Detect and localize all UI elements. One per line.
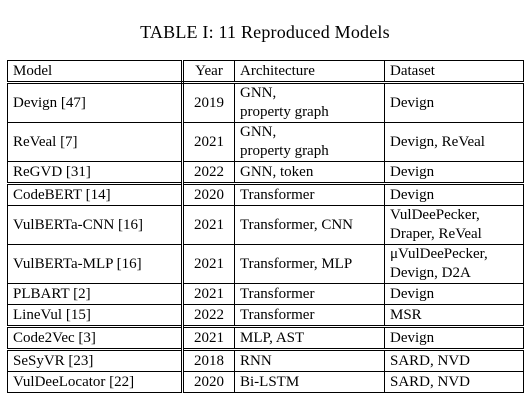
dataset-cell: Devign, ReVeal	[384, 122, 524, 162]
dataset-cell: μVulDeePecker, Devign, D2A	[384, 244, 524, 284]
dataset-cell: Devign	[384, 283, 524, 305]
model-cell: ReVeal [7]	[7, 122, 184, 162]
model-cell: CodeBERT [14]	[7, 182, 184, 206]
dataset-cell: MSR	[384, 304, 524, 327]
table-caption: TABLE I: 11 Reproduced Models	[140, 22, 390, 42]
table-row: Code2Vec [3] 2021 MLP, AST Devign	[7, 325, 524, 350]
model-cell: PLBART [2]	[7, 283, 184, 305]
table-row: VulBERTa-MLP [16] 2021 Transformer, MLP …	[7, 244, 524, 284]
header-model: Model	[7, 60, 184, 84]
table-row: PLBART [2] 2021 Transformer Devign	[7, 283, 524, 305]
architecture-line: property graph	[240, 143, 329, 159]
architecture-cell: Transformer, CNN	[234, 205, 385, 245]
year-cell: 2022	[182, 304, 235, 327]
architecture-cell: Transformer	[234, 304, 385, 327]
dataset-cell: SARD, NVD	[384, 348, 524, 372]
dataset-cell: Devign	[384, 182, 524, 206]
year-cell: 2021	[182, 205, 235, 245]
models-table: Model Year Architecture Dataset Devign […	[7, 60, 524, 393]
architecture-cell: Transformer, MLP	[234, 244, 385, 284]
model-cell: ReGVD [31]	[7, 161, 184, 184]
dataset-cell: Devign	[384, 325, 524, 350]
dataset-line: VulDeePecker,	[390, 207, 480, 223]
model-cell: Devign [47]	[7, 82, 184, 123]
architecture-line: property graph	[240, 104, 329, 120]
year-cell: 2020	[182, 182, 235, 206]
dataset-line: μVulDeePecker,	[390, 246, 488, 262]
year-cell: 2021	[182, 325, 235, 350]
table-row: CodeBERT [14] 2020 Transformer Devign	[7, 182, 524, 206]
model-cell: LineVul [15]	[7, 304, 184, 327]
dataset-line: Devign, D2A	[390, 265, 471, 281]
dataset-cell: VulDeePecker, Draper, ReVeal	[384, 205, 524, 245]
architecture-line: GNN,	[240, 85, 277, 101]
model-cell: VulBERTa-CNN [16]	[7, 205, 184, 245]
architecture-cell: GNN, property graph	[234, 122, 385, 162]
architecture-cell: RNN	[234, 348, 385, 372]
year-cell: 2019	[182, 82, 235, 123]
year-cell: 2021	[182, 122, 235, 162]
model-cell: VulBERTa-MLP [16]	[7, 244, 184, 284]
dataset-cell: Devign	[384, 82, 524, 123]
table-row: Devign [47] 2019 GNN, property graph Dev…	[7, 82, 524, 123]
table-row: VulDeeLocator [22] 2020 Bi-LSTM SARD, NV…	[7, 371, 524, 393]
table-row: LineVul [15] 2022 Transformer MSR	[7, 304, 524, 327]
model-cell: VulDeeLocator [22]	[7, 371, 184, 393]
architecture-cell: MLP, AST	[234, 325, 385, 350]
table-row: ReGVD [31] 2022 GNN, token Devign	[7, 161, 524, 184]
year-cell: 2021	[182, 283, 235, 305]
architecture-cell: Transformer	[234, 283, 385, 305]
table-row: VulBERTa-CNN [16] 2021 Transformer, CNN …	[7, 205, 524, 245]
header-dataset: Dataset	[384, 60, 524, 84]
dataset-line: Draper, ReVeal	[390, 226, 482, 242]
architecture-cell: GNN, token	[234, 161, 385, 184]
header-year: Year	[182, 60, 235, 84]
table-row: ReVeal [7] 2021 GNN, property graph Devi…	[7, 122, 524, 162]
header-architecture: Architecture	[234, 60, 385, 84]
year-cell: 2021	[182, 244, 235, 284]
model-cell: Code2Vec [3]	[7, 325, 184, 350]
year-cell: 2020	[182, 371, 235, 393]
year-cell: 2022	[182, 161, 235, 184]
architecture-cell: Bi-LSTM	[234, 371, 385, 393]
architecture-cell: GNN, property graph	[234, 82, 385, 123]
architecture-cell: Transformer	[234, 182, 385, 206]
dataset-cell: SARD, NVD	[384, 371, 524, 393]
year-cell: 2018	[182, 348, 235, 372]
header-row: Model Year Architecture Dataset	[7, 60, 524, 84]
table-row: SeSyVR [23] 2018 RNN SARD, NVD	[7, 348, 524, 372]
architecture-line: GNN,	[240, 124, 277, 140]
dataset-cell: Devign	[384, 161, 524, 184]
model-cell: SeSyVR [23]	[7, 348, 184, 372]
